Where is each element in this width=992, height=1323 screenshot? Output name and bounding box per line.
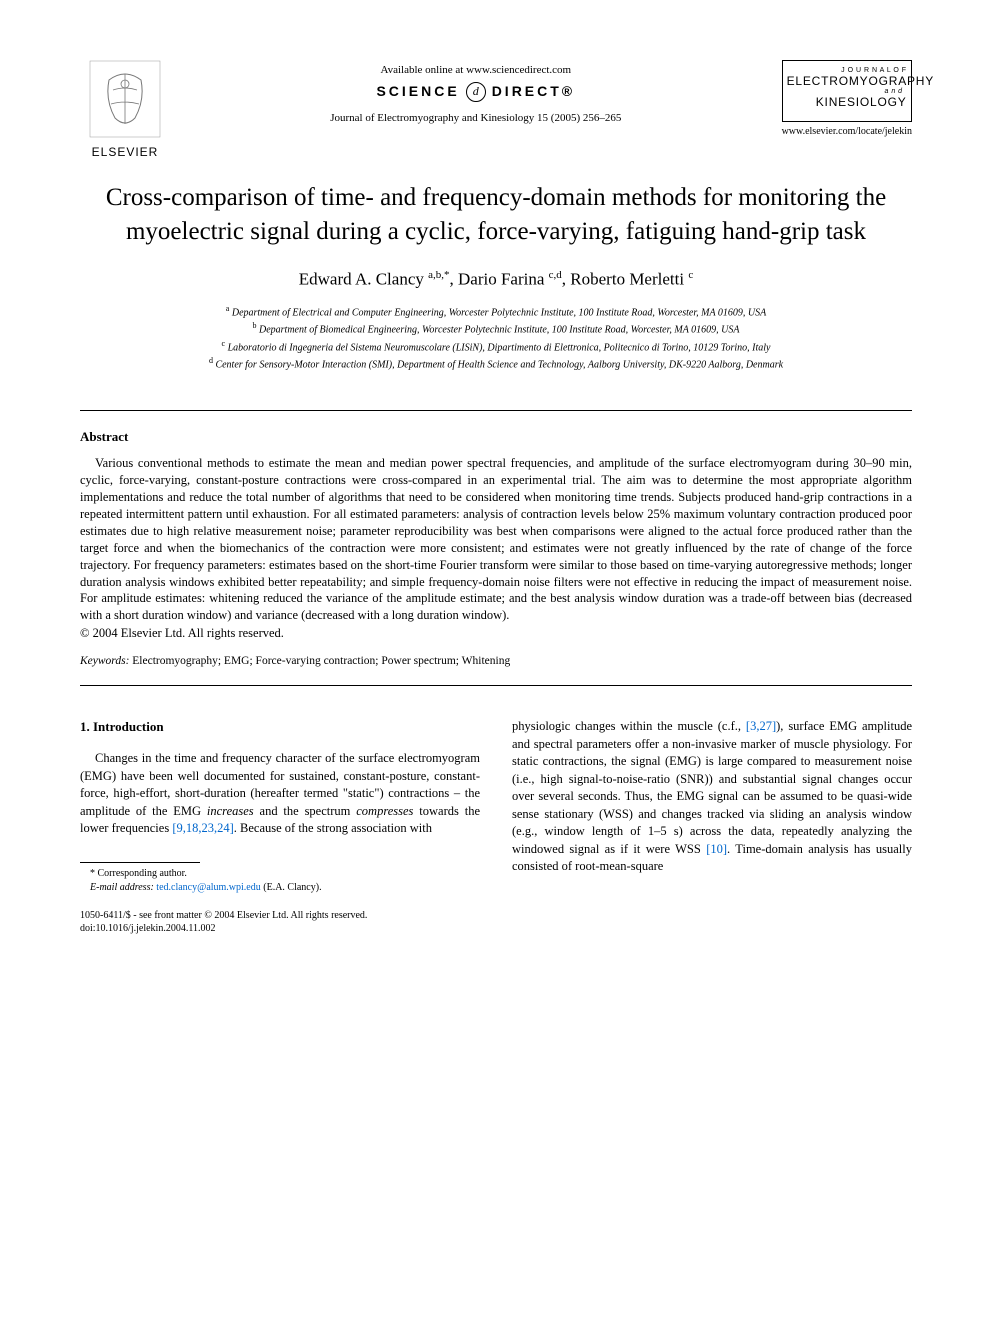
email-label: E-mail address: bbox=[90, 882, 154, 893]
rule-bottom bbox=[80, 685, 912, 686]
ref-link[interactable]: [10] bbox=[706, 842, 727, 856]
column-right: physiologic changes within the muscle (c… bbox=[512, 718, 912, 935]
journal-box-line4: KINESIOLOGY bbox=[787, 95, 907, 109]
journal-box-wrapper: J O U R N A L O F ELECTROMYOGRAPHY a n d… bbox=[782, 60, 912, 173]
abstract-body: Various conventional methods to estimate… bbox=[80, 455, 912, 624]
center-header: Available online at www.sciencedirect.co… bbox=[170, 60, 782, 124]
body-columns: 1. Introduction Changes in the time and … bbox=[80, 718, 912, 935]
journal-box-line3: a n d bbox=[787, 88, 907, 95]
doi-line: doi:10.1016/j.jelekin.2004.11.002 bbox=[80, 922, 480, 935]
sd-text-left: SCIENCE bbox=[376, 83, 459, 99]
intro-paragraph-2: physiologic changes within the muscle (c… bbox=[512, 718, 912, 876]
email-footnote: E-mail address: ted.clancy@alum.wpi.edu … bbox=[80, 881, 480, 895]
section-1-heading: 1. Introduction bbox=[80, 718, 480, 736]
abstract-copyright: © 2004 Elsevier Ltd. All rights reserved… bbox=[80, 626, 912, 641]
authors: Edward A. Clancy a,b,*, Dario Farina c,d… bbox=[80, 269, 912, 290]
column-left: 1. Introduction Changes in the time and … bbox=[80, 718, 480, 935]
science-direct-logo: SCIENCE d DIRECT® bbox=[170, 82, 782, 102]
email-person: (E.A. Clancy). bbox=[263, 882, 321, 893]
publisher-name: ELSEVIER bbox=[80, 145, 170, 159]
intro-paragraph-1: Changes in the time and frequency charac… bbox=[80, 750, 480, 838]
sd-circle-icon: d bbox=[466, 82, 486, 102]
rule-top bbox=[80, 410, 912, 411]
email-address[interactable]: ted.clancy@alum.wpi.edu bbox=[156, 882, 260, 893]
journal-reference: Journal of Electromyography and Kinesiol… bbox=[170, 112, 782, 124]
front-matter-line: 1050-6411/$ - see front matter © 2004 El… bbox=[80, 909, 480, 922]
keywords-list: Electromyography; EMG; Force-varying con… bbox=[132, 655, 510, 667]
article-title: Cross-comparison of time- and frequency-… bbox=[80, 181, 912, 249]
journal-box-line2: ELECTROMYOGRAPHY bbox=[787, 74, 907, 88]
affiliations: a Department of Electrical and Computer … bbox=[80, 303, 912, 372]
sd-text-right: DIRECT® bbox=[492, 83, 575, 99]
journal-title-box: J O U R N A L O F ELECTROMYOGRAPHY a n d… bbox=[782, 60, 912, 122]
ref-link[interactable]: [3,27] bbox=[746, 719, 776, 733]
keywords: Keywords: Electromyography; EMG; Force-v… bbox=[80, 655, 912, 667]
available-online-text: Available online at www.sciencedirect.co… bbox=[170, 64, 782, 76]
journal-box-line1: J O U R N A L O F bbox=[787, 67, 907, 74]
locate-url: www.elsevier.com/locate/jelekin bbox=[782, 126, 912, 137]
ref-link[interactable]: [9,18,23,24] bbox=[172, 821, 233, 835]
page-header: ELSEVIER Available online at www.science… bbox=[80, 60, 912, 173]
keywords-label: Keywords: bbox=[80, 655, 129, 667]
corresponding-author-note: * Corresponding author. bbox=[80, 867, 480, 881]
abstract-heading: Abstract bbox=[80, 429, 912, 445]
footnote-rule bbox=[80, 862, 200, 863]
elsevier-logo-icon bbox=[89, 60, 161, 138]
publisher-block: ELSEVIER bbox=[80, 60, 170, 159]
